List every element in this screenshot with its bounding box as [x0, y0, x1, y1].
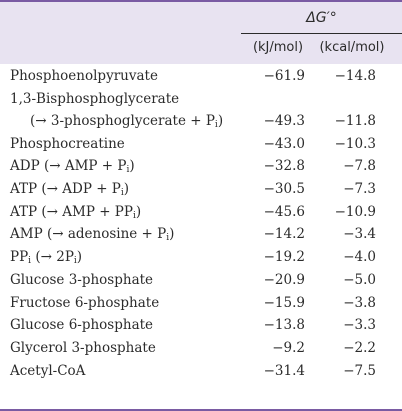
value-kcal: −5.0 — [343, 271, 376, 288]
compound-name: Glycerol 3-phosphate — [10, 339, 156, 356]
value-kj: −45.6 — [263, 203, 305, 220]
table-row: Phosphocreatine −43.0 −10.3 — [0, 133, 402, 156]
value-kj: −15.9 — [263, 294, 305, 311]
table-row: AMP (→ adenosine + Pi) −14.2 −3.4 — [0, 223, 402, 246]
table-row: Acetyl-CoA −31.4 −7.5 — [0, 360, 402, 383]
compound-name: Fructose 6-phosphate — [10, 294, 160, 311]
value-kj: −13.8 — [263, 317, 305, 334]
compound-name: ATP (→ ADP + Pi) — [10, 181, 130, 199]
table-row: Fructose 6-phosphate −15.9 −3.8 — [0, 292, 402, 315]
table-row: Glucose 6-phosphate −13.8 −3.3 — [0, 314, 402, 337]
compound-reaction: (→ 3-phosphoglycerate + Pi) — [30, 113, 224, 131]
value-kcal: −7.5 — [343, 362, 376, 379]
value-kj: −31.4 — [263, 362, 305, 379]
value-kj: −32.8 — [263, 158, 305, 175]
value-kcal: −7.8 — [343, 158, 376, 175]
value-kcal: −2.2 — [343, 339, 376, 356]
value-kcal: −11.8 — [334, 113, 376, 130]
table-body: Phosphoenolpyruvate −61.9 −14.8 1,3-Bisp… — [0, 65, 402, 382]
unit-kj-heading: (kJ/mol) — [252, 40, 304, 55]
compound-name: ATP (→ AMP + PPi) — [10, 203, 142, 221]
value-kj: −43.0 — [263, 135, 305, 152]
compound-name: 1,3-Bisphosphoglycerate — [10, 90, 180, 107]
table-row: ADP (→ AMP + Pi) −32.8 −7.8 — [0, 155, 402, 178]
heading-divider — [241, 33, 402, 34]
table-header: ΔG′° (kJ/mol) (kcal/mol) — [0, 2, 402, 64]
unit-kcal-heading: (kcal/mol) — [319, 40, 385, 55]
compound-name: ADP (→ AMP + Pi) — [10, 158, 135, 176]
compound-name: Acetyl-CoA — [10, 362, 86, 379]
table-row: 1,3-Bisphosphoglycerate (→ 3-phosphoglyc… — [0, 88, 402, 133]
value-kj: −61.9 — [263, 68, 305, 84]
value-kj: −30.5 — [263, 181, 305, 198]
compound-name: Glucose 6-phosphate — [10, 317, 154, 334]
value-kj: −20.9 — [263, 271, 305, 288]
value-kcal: −4.0 — [343, 249, 376, 266]
compound-name: AMP (→ adenosine + Pi) — [10, 226, 175, 244]
value-kcal: −7.3 — [343, 181, 376, 198]
table-row: Phosphoenolpyruvate −61.9 −14.8 — [0, 65, 402, 88]
compound-name: Phosphocreatine — [10, 135, 125, 152]
compound-name: Glucose 3-phosphate — [10, 271, 154, 288]
compound-name: PPi (→ 2Pi) — [10, 249, 83, 267]
value-kcal: −10.3 — [334, 135, 376, 152]
value-kcal: −3.8 — [343, 294, 376, 311]
value-kj: −14.2 — [263, 226, 305, 243]
value-kcal: −3.4 — [343, 226, 376, 243]
delta-g-heading: ΔG′° — [306, 10, 337, 26]
value-kcal: −14.8 — [334, 68, 376, 84]
table-row: ATP (→ AMP + PPi) −45.6 −10.9 — [0, 201, 402, 224]
table-row: PPi (→ 2Pi) −19.2 −4.0 — [0, 246, 402, 269]
compound-name: Phosphoenolpyruvate — [10, 68, 158, 84]
value-kcal: −10.9 — [334, 203, 376, 220]
table-row: Glycerol 3-phosphate −9.2 −2.2 — [0, 337, 402, 360]
table-row: ATP (→ ADP + Pi) −30.5 −7.3 — [0, 178, 402, 201]
value-kj: −49.3 — [263, 113, 305, 130]
value-kcal: −3.3 — [343, 317, 376, 334]
table-row: Glucose 3-phosphate −20.9 −5.0 — [0, 269, 402, 292]
value-kj: −19.2 — [263, 249, 305, 266]
value-kj: −9.2 — [272, 339, 305, 356]
